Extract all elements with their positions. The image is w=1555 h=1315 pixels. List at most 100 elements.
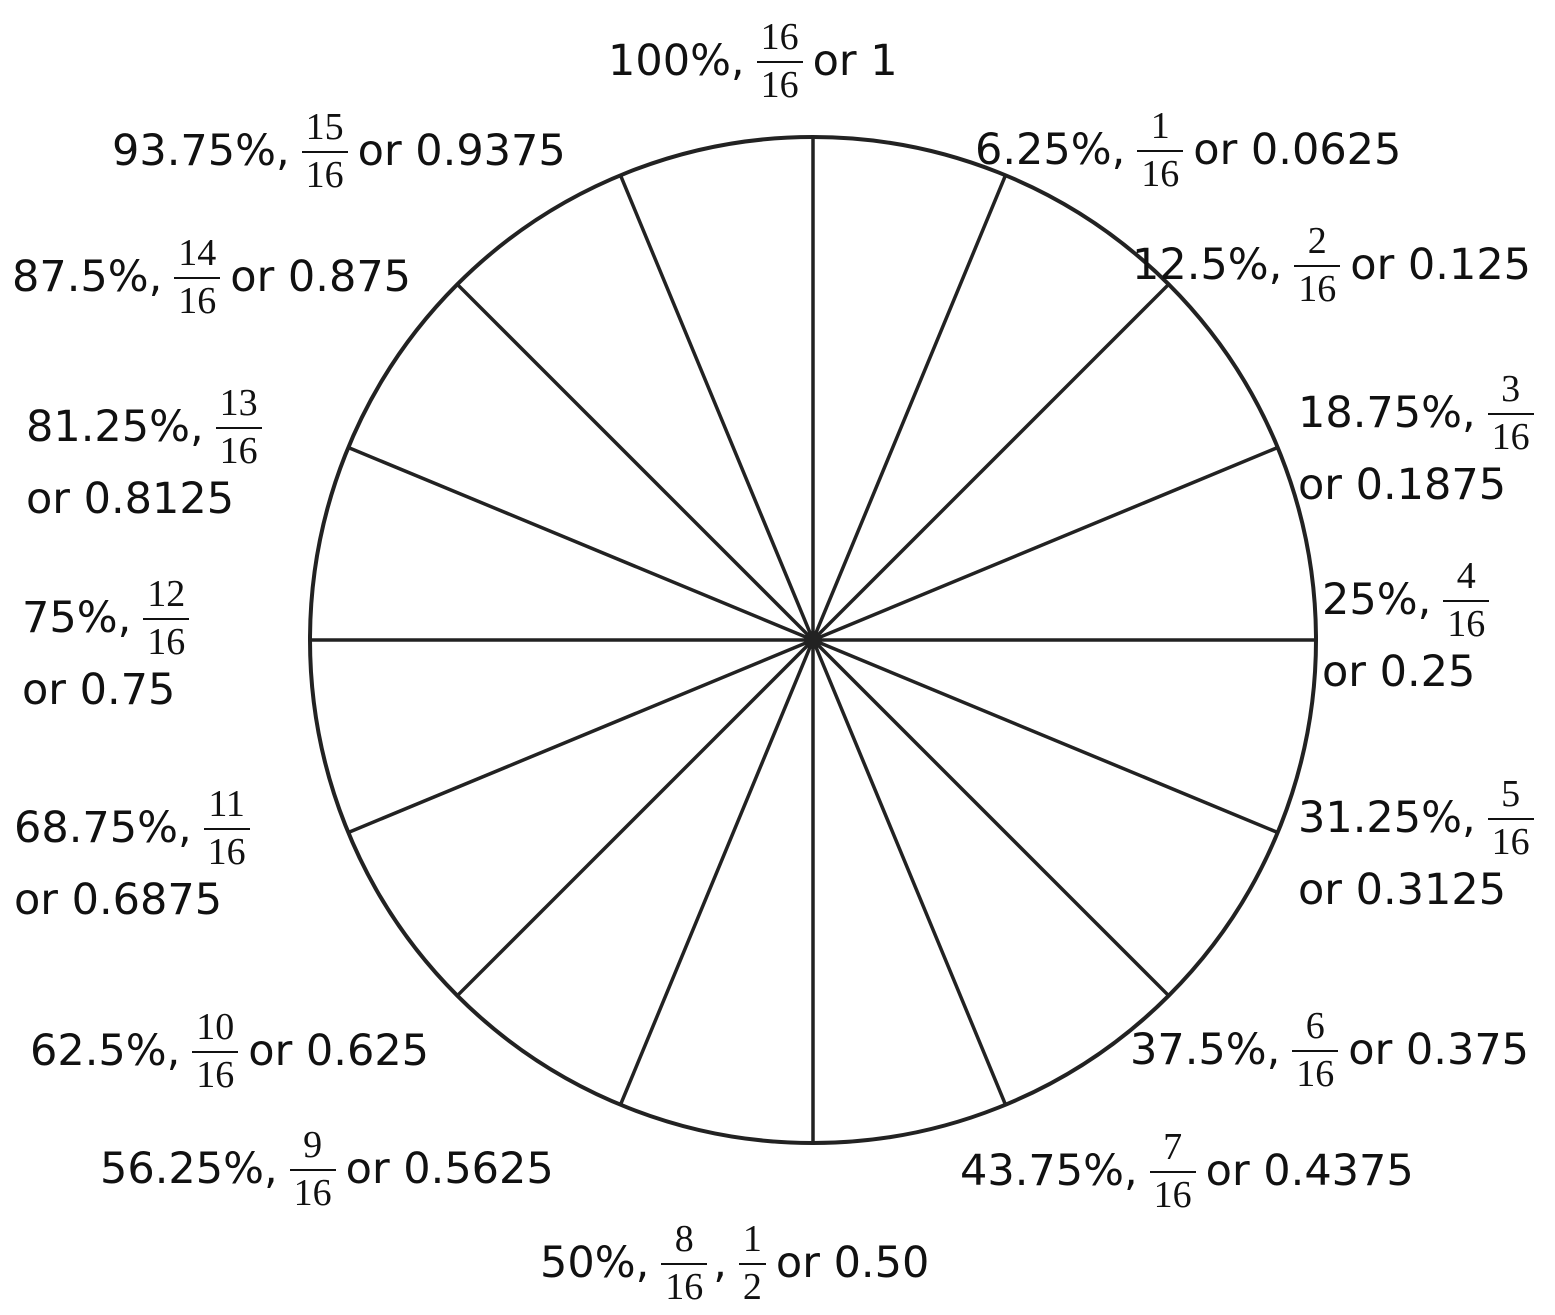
label-25: 25%, 4 16 or 0.25 [1322,555,1499,697]
fraction: 9 16 [289,1124,336,1214]
spoke [618,174,815,641]
label-6-25: 6.25%, 1 16 or 0.0625 [975,105,1402,195]
spokes [310,137,1316,1143]
denominator: 16 [215,426,262,472]
percent-text: 87.5%, [12,252,163,303]
label-75: 75%, 12 16 or 0.75 [22,574,199,712]
spoke [618,639,815,1106]
fraction: 2 16 [1294,220,1341,310]
percent-text: 12.5%, [1132,240,1283,291]
fraction: 7 16 [1149,1127,1196,1216]
numerator: 11 [208,783,245,825]
denominator: 16 [1137,149,1184,195]
label-100: 100%, 16 16 or 1 [608,16,898,106]
decimal-text: or 0.50 [775,1238,930,1289]
denominator: 16 [301,150,348,196]
numerator: 8 [674,1218,694,1260]
denominator: 16 [1487,412,1534,458]
fraction: 15 16 [301,106,348,196]
decimal-text: or 0.5625 [345,1144,554,1195]
fraction: 14 16 [174,232,221,322]
decimal-text: or 0.0625 [1193,125,1402,176]
spoke [811,639,1008,1106]
numerator: 3 [1501,368,1521,410]
percent-text: 25%, [1322,575,1432,626]
spoke [347,638,814,835]
denominator: 16 [143,617,190,663]
numerator: 1 [1150,105,1170,147]
label-87-5: 87.5%, 14 16 or 0.875 [12,232,412,322]
decimal-text: or 0.9375 [357,126,566,177]
percent-text: 50%, [540,1238,650,1289]
label-93-75: 93.75%, 15 16 or 0.9375 [112,106,566,196]
decimal-text: or 0.875 [230,252,412,303]
percent-text: 6.25%, [975,125,1126,176]
percent-text: 43.75%, [960,1146,1138,1197]
fraction: 4 16 [1443,555,1490,645]
fraction: 11 16 [203,783,250,873]
percent-text: 18.75%, [1298,388,1476,439]
label-12-5: 12.5%, 2 16 or 0.125 [1132,220,1532,310]
label-62-5: 62.5%, 10 16 or 0.625 [30,1006,429,1096]
spoke [811,638,1170,997]
fraction: 16 16 [756,16,803,106]
decimal-text: or 0.4375 [1205,1146,1414,1197]
fraction: 12 16 [143,574,190,663]
denominator: 16 [661,1262,708,1308]
label-18-75: 18.75%, 3 16 or 0.1875 [1298,368,1544,510]
spoke [456,283,815,642]
spoke [456,638,815,997]
decimal-text: or 1 [812,36,898,87]
numerator: 4 [1456,555,1476,597]
fraction: 6 16 [1292,1005,1339,1095]
percent-text: 93.75%, [112,126,290,177]
label-43-75: 43.75%, 7 16 or 0.4375 [960,1127,1414,1216]
percent-text: 37.5%, [1130,1025,1281,1076]
denominator: 16 [203,827,250,873]
label-31-25: 31.25%, 5 16 or 0.3125 [1298,774,1544,915]
numerator: 15 [305,106,344,148]
label-37-5: 37.5%, 6 16 or 0.375 [1130,1005,1530,1095]
numerator: 10 [196,1006,235,1048]
numerator: 13 [219,382,258,424]
fraction: 8 16 [661,1218,708,1308]
comma: , [713,1238,727,1289]
label-56-25: 56.25%, 9 16 or 0.5625 [100,1124,554,1214]
denominator: 16 [1294,264,1341,310]
decimal-text: or 0.375 [1348,1025,1530,1076]
decimal-text: or 0.125 [1350,240,1532,291]
wheel-hub [804,631,822,649]
percent-text: 68.75%, [14,803,192,854]
label-81-25: 81.25%, 13 16 or 0.8125 [26,382,272,521]
numerator: 1 [742,1218,762,1260]
spoke [812,445,1279,642]
spoke [347,445,814,642]
numerator: 6 [1305,1005,1325,1047]
denominator: 16 [1292,1049,1339,1095]
numerator: 16 [760,16,799,58]
fraction: 3 16 [1487,368,1534,458]
fraction: 5 16 [1487,774,1534,863]
decimal-text: or 0.6875 [14,874,223,925]
decimal-text: or 0.25 [1322,646,1476,697]
denominator: 16 [192,1050,239,1096]
percent-text: 56.25%, [100,1144,278,1195]
percent-text: 75%, [22,593,132,644]
percent-text: 31.25%, [1298,793,1476,844]
decimal-text: or 0.1875 [1298,459,1507,510]
numerator: 2 [1307,220,1327,262]
fraction: 13 16 [215,382,262,472]
denominator: 16 [174,276,221,322]
numerator: 9 [303,1124,323,1166]
numerator: 14 [178,232,217,274]
spoke [811,283,1170,642]
decimal-text: or 0.3125 [1298,864,1507,915]
denominator: 16 [1149,1170,1196,1216]
denominator: 16 [1443,599,1490,645]
percent-text: 100%, [608,36,745,87]
percent-text: 62.5%, [30,1026,181,1077]
spoke [812,638,1279,835]
